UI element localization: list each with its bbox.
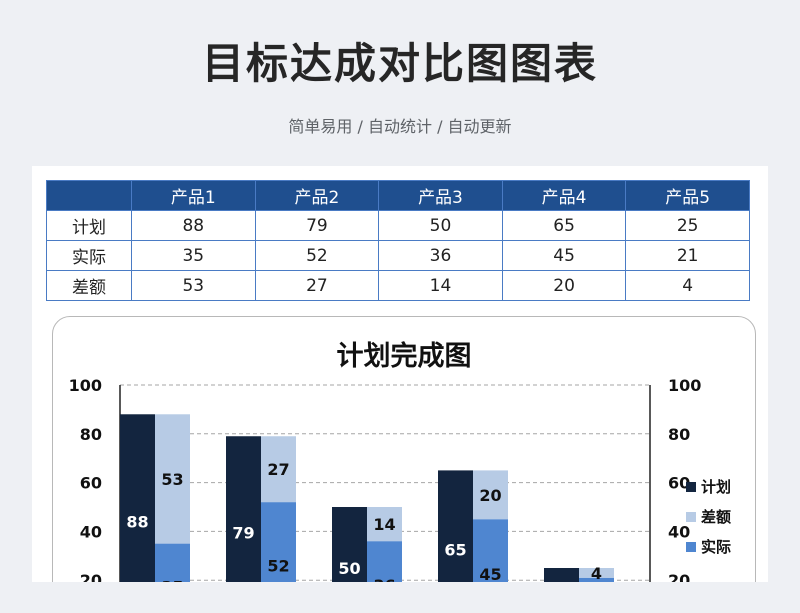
table-cell: 35 (131, 240, 256, 271)
table-header-cell: 产品4 (501, 180, 627, 211)
chart-title: 计划完成图 (337, 340, 472, 372)
legend-swatch (686, 542, 696, 552)
data-table: 产品1 产品2 产品3 产品4 产品5 计划 88 79 50 65 25 实际… (46, 180, 750, 301)
page-title: 目标达成对比图图表 (201, 39, 598, 88)
legend-label: 实际 (701, 538, 731, 556)
bar-diff (579, 568, 614, 578)
table-cell: 45 (501, 240, 627, 271)
legend-swatch (686, 482, 696, 492)
data-label-actual: 45 (479, 565, 501, 582)
legend-label: 计划 (701, 478, 731, 496)
legend-label: 差额 (701, 508, 731, 526)
data-label-plan: 88 (126, 513, 148, 532)
data-label-actual: 35 (161, 577, 183, 582)
bar-diff (473, 470, 508, 520)
table-row: 计划 88 79 50 65 25 (46, 210, 750, 241)
row-label: 实际 (46, 240, 132, 271)
table-row: 实际 35 52 36 45 21 (46, 240, 750, 271)
y-tick-label-right: 20 (668, 571, 690, 582)
table-cell: 36 (378, 240, 503, 271)
bar-diff (261, 436, 296, 503)
y-tick-label-right: 100 (668, 376, 701, 395)
table-cell: 25 (625, 210, 750, 241)
page-subtitle: 简单易用 / 自动统计 / 自动更新 (288, 117, 512, 136)
table-cell: 14 (378, 270, 503, 301)
bar-actual (579, 577, 614, 582)
bar-actual (473, 519, 508, 582)
data-label-actual: 52 (267, 557, 289, 576)
row-label: 差额 (46, 270, 132, 301)
bar-plan (332, 507, 367, 582)
bar-diff (155, 414, 190, 544)
table-row: 差额 53 27 14 20 4 (46, 270, 750, 301)
table-cell: 88 (131, 210, 256, 241)
bar-plan (544, 568, 579, 582)
table-cell: 65 (501, 210, 627, 241)
table-cell: 52 (254, 240, 380, 271)
legend-swatch (686, 512, 696, 522)
row-label: 计划 (46, 210, 132, 241)
data-label-diff: 14 (373, 515, 395, 534)
table-cell: 53 (131, 270, 256, 301)
bar-plan (120, 414, 155, 582)
chart-frame: 计划完成图00202040406060808010010088533579275… (52, 316, 756, 582)
bar-chart: 计划完成图00202040406060808010010088533579275… (69, 340, 731, 582)
table-cell: 21 (625, 240, 750, 271)
table-header-cell (46, 180, 132, 211)
table-cell: 27 (254, 270, 380, 301)
data-label-diff: 4 (591, 564, 602, 582)
bar-actual (367, 541, 402, 582)
bar-actual (155, 543, 190, 582)
data-label-plan: 79 (232, 524, 254, 543)
bar-diff (367, 507, 402, 542)
data-label-plan: 65 (444, 541, 466, 560)
bar-plan (438, 470, 473, 582)
y-tick-label-right: 40 (668, 522, 690, 541)
table-cell: 20 (501, 270, 627, 301)
table-header-cell: 产品3 (378, 180, 503, 211)
table-header-cell: 产品1 (131, 180, 256, 211)
data-label-plan: 50 (338, 559, 360, 578)
data-label-diff: 20 (479, 486, 501, 505)
y-tick-label-left: 20 (80, 571, 102, 582)
table-cell: 79 (254, 210, 380, 241)
y-tick-label-left: 80 (80, 425, 102, 444)
data-label-actual: 36 (373, 576, 395, 582)
y-tick-label-right: 80 (668, 425, 690, 444)
table-header-cell: 产品5 (625, 180, 750, 211)
data-label-diff: 53 (161, 470, 183, 489)
content-card: 产品1 产品2 产品3 产品4 产品5 计划 88 79 50 65 25 实际… (32, 166, 768, 582)
y-tick-label-left: 40 (80, 522, 102, 541)
y-tick-label-right: 60 (668, 474, 690, 493)
table-cell: 50 (378, 210, 503, 241)
y-tick-label-left: 60 (80, 474, 102, 493)
table-cell: 4 (625, 270, 750, 301)
bar-plan (226, 436, 261, 582)
y-tick-label-left: 100 (69, 376, 102, 395)
table-header-row: 产品1 产品2 产品3 产品4 产品5 (46, 180, 750, 211)
bar-actual (261, 502, 296, 582)
data-label-diff: 27 (267, 460, 289, 479)
table-header-cell: 产品2 (254, 180, 380, 211)
